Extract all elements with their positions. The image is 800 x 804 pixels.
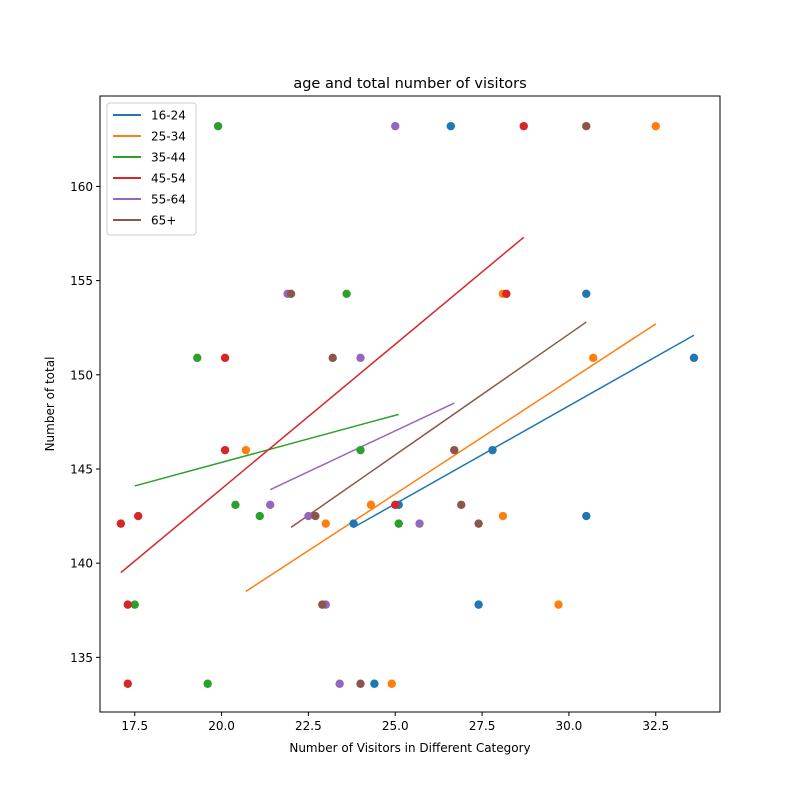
data-point-4-0 — [391, 121, 400, 131]
trend-line-3 — [120, 236, 525, 574]
legend-label-1: 25-34 — [151, 130, 186, 144]
y-tick-label: 140 — [70, 557, 93, 571]
data-point-5-5 — [474, 519, 483, 528]
data-point-5-0 — [582, 121, 591, 131]
data-point-0-6 — [582, 511, 591, 521]
x-tick-label: 17.5 — [121, 719, 148, 733]
legend-label-2: 35-44 — [151, 151, 186, 165]
data-point-1-3 — [241, 445, 251, 455]
x-tick-label: 25.0 — [382, 719, 409, 733]
y-tick-label: 160 — [70, 180, 93, 194]
data-point-5-6 — [311, 511, 320, 521]
data-point-4-5 — [304, 511, 313, 521]
data-point-2-2 — [193, 353, 202, 363]
y-tick-label: 155 — [70, 274, 93, 288]
x-tick-label: 22.5 — [295, 719, 322, 733]
data-point-1-6 — [498, 511, 508, 521]
data-point-3-0 — [519, 121, 528, 131]
data-point-2-6 — [255, 511, 264, 521]
legend-label-5: 65+ — [151, 214, 176, 228]
data-point-3-2 — [220, 353, 230, 363]
data-point-1-4 — [366, 500, 376, 509]
trend-line-2 — [134, 413, 399, 487]
y-tick-label: 150 — [70, 368, 93, 382]
data-point-0-0 — [446, 121, 456, 131]
trend-line-5 — [290, 321, 587, 529]
x-tick-label: 30.0 — [556, 719, 583, 733]
data-point-5-2 — [328, 353, 337, 363]
data-point-2-8 — [203, 679, 212, 688]
legend: 16-24 25-34 35-44 45-54 55-64 65+ — [106, 102, 197, 236]
chart-title: age and total number of visitors — [293, 76, 526, 92]
data-point-2-1 — [342, 289, 351, 298]
data-point-5-7 — [318, 600, 327, 609]
trend-line-1 — [245, 323, 657, 593]
trend-line-0 — [353, 334, 695, 529]
y-tick-label: 135 — [70, 651, 93, 665]
data-point-0-5 — [349, 519, 358, 528]
data-point-3-8 — [123, 679, 132, 688]
data-point-4-4 — [415, 519, 424, 528]
data-point-1-7 — [554, 600, 563, 609]
data-point-1-0 — [651, 121, 660, 131]
x-axis: 17.5 20.0 22.5 25.0 27.5 30.0 32.5 — [121, 712, 669, 733]
data-point-3-7 — [123, 600, 132, 609]
y-tick-label: 145 — [70, 462, 93, 476]
plot-series-group — [116, 121, 699, 688]
data-point-2-0 — [213, 121, 223, 131]
data-point-5-8 — [356, 679, 365, 688]
data-point-2-4 — [231, 500, 240, 509]
legend-label-4: 55-64 — [151, 193, 186, 207]
data-point-2-7 — [130, 600, 139, 609]
data-point-0-3 — [488, 445, 497, 455]
x-tick-label: 27.5 — [469, 719, 496, 733]
data-point-3-6 — [134, 511, 143, 521]
legend-label-3: 45-54 — [151, 172, 186, 186]
x-tick-label: 20.0 — [208, 719, 235, 733]
y-axis: 135 140 145 150 155 160 — [70, 180, 100, 665]
data-point-5-4 — [457, 500, 466, 509]
data-point-0-8 — [370, 679, 379, 688]
data-point-5-3 — [450, 445, 459, 455]
data-point-0-7 — [474, 600, 483, 609]
plot-frame — [99, 95, 721, 713]
y-axis-label: Number of total — [43, 357, 57, 452]
data-point-0-1 — [582, 289, 591, 298]
data-point-5-1 — [286, 289, 296, 298]
data-point-1-5 — [321, 519, 330, 528]
x-axis-label: Number of Visitors in Different Category — [289, 741, 530, 755]
data-point-1-8 — [387, 679, 396, 688]
data-point-3-4 — [391, 500, 400, 509]
data-point-3-1 — [502, 289, 511, 298]
data-point-4-2 — [356, 353, 365, 363]
x-tick-label: 32.5 — [642, 719, 669, 733]
data-point-3-5 — [116, 519, 126, 528]
data-point-4-3 — [265, 500, 275, 509]
legend-label-0: 16-24 — [151, 109, 186, 123]
data-point-2-5 — [394, 519, 403, 528]
data-point-0-2 — [689, 353, 699, 363]
data-point-3-3 — [220, 445, 230, 455]
data-point-2-3 — [356, 445, 365, 455]
data-point-1-2 — [589, 353, 598, 363]
data-point-4-7 — [335, 679, 344, 688]
